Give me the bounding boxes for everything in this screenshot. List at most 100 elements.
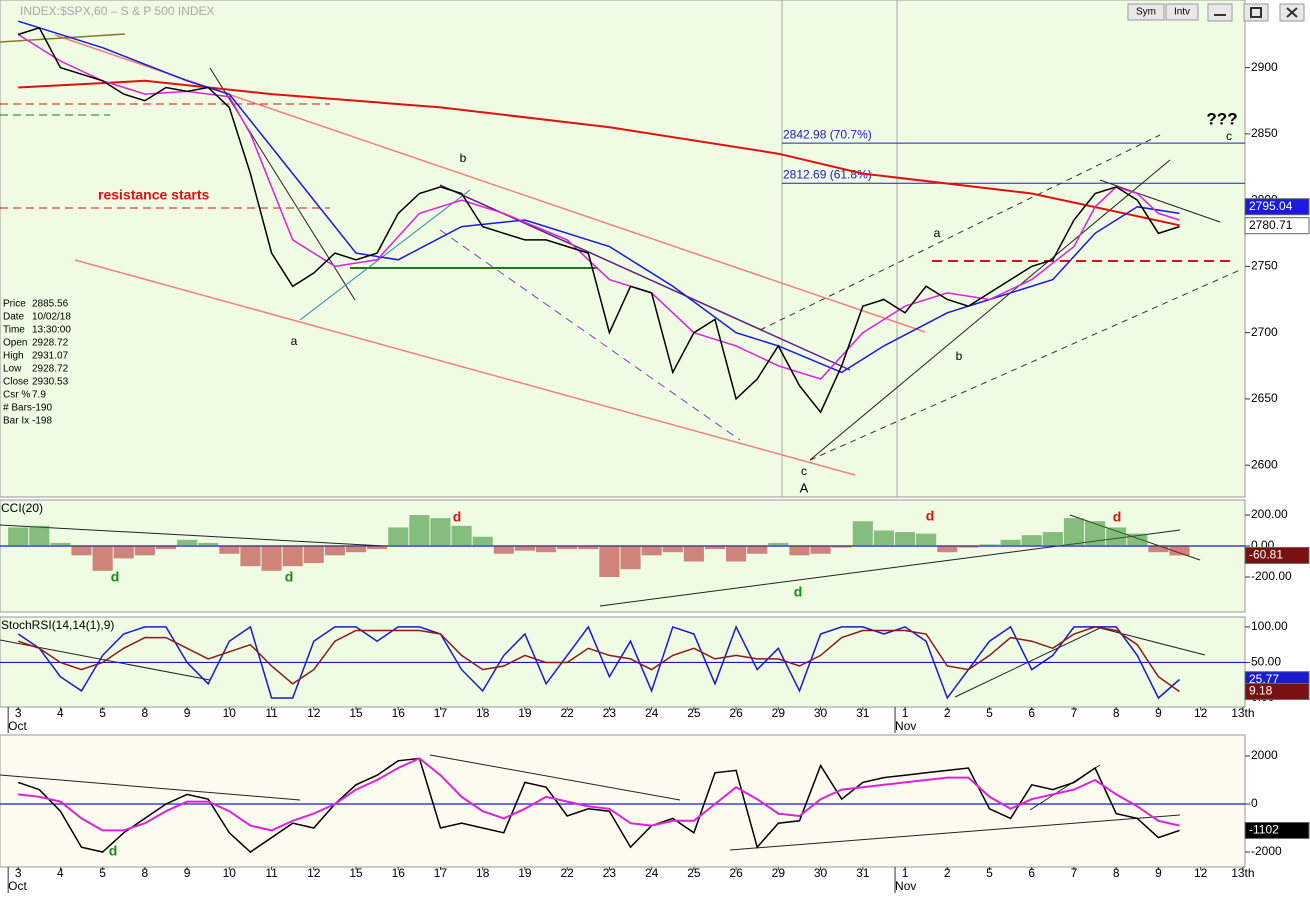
intv-button[interactable] — [1165, 3, 1199, 21]
x-tick-label: 8 — [142, 866, 149, 880]
annotation: d — [794, 584, 803, 600]
cci-bar — [1085, 521, 1106, 547]
x-tick-label: 16 — [392, 706, 406, 720]
last-value-box — [1244, 546, 1310, 564]
x-tick-label: 9 — [184, 866, 191, 880]
sym-label[interactable]: Sym — [1136, 7, 1156, 18]
cci-bar — [134, 546, 155, 556]
sym-button[interactable] — [1127, 3, 1165, 21]
y-tick-label: 2750 — [1251, 259, 1278, 273]
x-tick-label: 8 — [142, 706, 149, 720]
annotation: d — [111, 569, 120, 585]
x-tick-label: 12 — [307, 706, 321, 720]
channel-line — [809, 269, 1241, 461]
panel-title: CCI(20) — [1, 501, 43, 515]
info-label: High — [3, 351, 24, 362]
last-value-label: -60.81 — [1249, 548, 1283, 562]
x-tick-label: 3 — [15, 866, 22, 880]
cci-bar — [177, 539, 198, 547]
x-tick-label: 19 — [518, 866, 532, 880]
annotation: d — [109, 843, 118, 859]
x-tick-label: 30 — [814, 706, 828, 720]
cci-bar — [514, 546, 536, 551]
month-label: Oct — [8, 719, 27, 733]
cci-bar — [198, 542, 219, 547]
last-value-box — [1244, 217, 1310, 235]
cci-bar — [1000, 539, 1021, 547]
annotation: c — [801, 464, 807, 478]
cci-bar — [937, 546, 958, 553]
annotation: resistance starts — [98, 187, 210, 203]
last-value-label: 2795.04 — [1249, 199, 1293, 213]
info-value: 10/02/18 — [32, 312, 71, 323]
annotation: d — [453, 509, 462, 525]
x-tick-label: 23 — [603, 866, 617, 880]
x-tick-label: 7 — [1071, 866, 1078, 880]
trendline — [0, 524, 386, 547]
last-value-box — [1244, 821, 1310, 839]
cci-bar — [8, 527, 29, 547]
cci-bar — [388, 527, 409, 547]
x-tick-label: 9 — [1155, 706, 1162, 720]
x-tick-label: 9 — [184, 706, 191, 720]
x-tick-label: 9 — [1155, 866, 1162, 880]
series-line — [18, 757, 1180, 832]
info-value: 13:30:00 — [32, 325, 71, 336]
info-value: -198 — [32, 416, 52, 427]
cci-bar — [683, 546, 704, 562]
y-tick-label: 2900 — [1251, 60, 1278, 74]
cci-bar — [155, 546, 177, 550]
x-tick-label: 5 — [986, 706, 993, 720]
cci-bar — [831, 546, 852, 548]
cci-bar — [1148, 546, 1169, 553]
cci-bar — [979, 544, 1000, 547]
last-value-box — [1244, 198, 1310, 216]
price-panel — [0, 0, 1246, 498]
chart-title: INDEX:$SPX,60 – S & P 500 INDEX — [20, 4, 215, 18]
x-tick-label: 13th — [1231, 706, 1254, 720]
x-tick-label: 4 — [57, 866, 64, 880]
minimize-button[interactable] — [1207, 3, 1233, 22]
annotation: d — [285, 569, 294, 585]
info-value: -190 — [32, 403, 52, 414]
x-tick-label: 15 — [349, 866, 363, 880]
last-value-label: 9.18 — [1249, 684, 1273, 698]
x-tick-label: 26 — [729, 866, 743, 880]
info-label: Open — [3, 338, 27, 349]
x-tick-label: 10 — [223, 866, 237, 880]
trendline — [74, 259, 856, 476]
trendline — [429, 754, 681, 801]
maximize-button[interactable] — [1243, 3, 1269, 22]
annotation: A — [800, 480, 809, 495]
trendline — [0, 774, 301, 801]
cci-bar — [662, 546, 683, 553]
series-line — [17, 26, 1180, 414]
info-box: Price 2885.56 Date 10/02/18 Time 13:30:00 Open… — [3, 299, 71, 427]
x-tick-label: 6 — [1028, 866, 1035, 880]
annotation: a — [291, 334, 298, 348]
info-value: 7.9 — [32, 390, 46, 401]
x-tick-label: 23 — [603, 706, 617, 720]
x-tick-label: 4 — [57, 706, 64, 720]
info-value: 2930.53 — [32, 377, 69, 388]
x-tick-label: 5 — [99, 866, 106, 880]
series-line — [17, 757, 1180, 853]
info-label: Date — [3, 312, 25, 323]
y-tick-label: 0 — [1251, 796, 1258, 810]
cci-bar — [345, 546, 367, 553]
info-label: Close — [3, 377, 29, 388]
cci-bar — [620, 546, 641, 570]
info-label: Csr % — [3, 390, 30, 401]
cci-bar — [493, 546, 514, 554]
annotation: a — [934, 226, 941, 240]
x-tick-label: 3 — [15, 706, 22, 720]
intv-label[interactable]: Intv — [1174, 7, 1190, 18]
x-tick-label: 2 — [944, 706, 951, 720]
cci-bar — [29, 525, 50, 547]
x-tick-label: 24 — [645, 706, 659, 720]
annotation: b — [460, 151, 467, 165]
cci-bar — [641, 546, 662, 556]
x-tick-label: 17 — [434, 706, 448, 720]
channel-line — [439, 229, 741, 441]
info-label: Low — [3, 364, 22, 375]
